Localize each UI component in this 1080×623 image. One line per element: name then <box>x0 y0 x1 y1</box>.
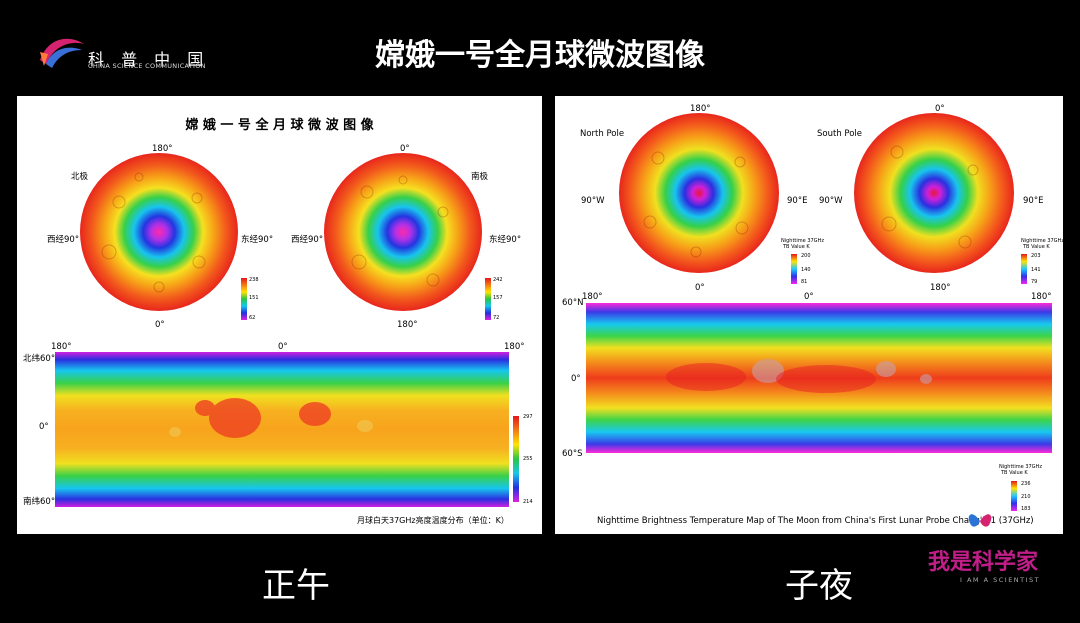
nighttime-north-legend-title-2: TB Value K <box>783 244 810 250</box>
daytime-caption: 正午 <box>262 566 330 606</box>
nighttime-south-pole-map <box>854 113 1014 273</box>
nighttime-south-legend-max: 203 <box>1031 253 1041 259</box>
daytime-south-legend-max: 242 <box>493 277 503 283</box>
page-title: 嫦娥一号全月球微波图像 <box>375 38 705 73</box>
daytime-north-legend-mid: 151 <box>249 295 259 301</box>
daytime-map-top-center-label: 0° <box>278 342 288 352</box>
nighttime-north-pole-map <box>619 113 779 273</box>
nighttime-map-legend-title-1: Nighttime 37GHz <box>999 464 1042 470</box>
nighttime-map-top-center-label: 0° <box>804 292 814 302</box>
nighttime-south-pole-label: South Pole <box>817 129 863 139</box>
nighttime-south-legend-title-2: TB Value K <box>1023 244 1050 250</box>
butterfly-logo-icon <box>968 514 992 527</box>
nighttime-north-right-label: 90°E <box>787 196 808 206</box>
daytime-map-top-right-label: 180° <box>504 342 525 352</box>
daytime-map-top-left-label: 180° <box>51 342 72 352</box>
nighttime-map-top-left-label: 180° <box>582 292 603 302</box>
nighttime-map-lat-top-label: 60°N <box>562 298 584 308</box>
nighttime-south-top-label: 0° <box>935 104 945 114</box>
daytime-south-pole-label: 南极 <box>471 172 489 182</box>
daytime-north-pole-label: 北极 <box>71 172 89 182</box>
daytime-map-legend-max: 297 <box>523 414 533 420</box>
daytime-south-legend-min: 72 <box>493 315 500 321</box>
nighttime-cylindrical-map <box>586 303 1052 453</box>
nighttime-south-legend-title-1: Nighttime 37GHz <box>1021 238 1064 244</box>
nighttime-map-legend-min: 183 <box>1021 506 1031 512</box>
nighttime-map-lat-mid-label: 0° <box>571 374 581 384</box>
nighttime-south-legend-min: 79 <box>1031 279 1038 285</box>
logo-text: 科 普 中 国 <box>88 50 210 69</box>
daytime-north-legend-max: 238 <box>249 277 259 283</box>
daytime-north-top-label: 180° <box>152 144 173 154</box>
nighttime-north-top-label: 180° <box>690 104 711 114</box>
daytime-footnote: 月球白天37GHz亮度温度分布（单位：K） <box>357 516 509 525</box>
daytime-south-left-label: 西经90° <box>291 235 324 245</box>
logo-icon <box>40 38 84 68</box>
daytime-north-legend-bar <box>241 278 247 320</box>
daytime-south-legend-mid: 157 <box>493 295 503 301</box>
nighttime-north-legend-mid: 140 <box>801 267 811 273</box>
daytime-cylindrical-map <box>55 352 509 507</box>
nighttime-map-legend-max: 236 <box>1021 481 1031 487</box>
daytime-north-right-label: 东经90° <box>241 235 274 245</box>
nighttime-south-legend-mid: 141 <box>1031 267 1041 273</box>
nighttime-north-legend-title-1: Nighttime 37GHz <box>781 238 824 244</box>
daytime-north-bottom-label: 0° <box>155 320 165 330</box>
nighttime-south-left-label: 90°W <box>819 196 843 206</box>
nighttime-map-legend-title-2: TB Value K <box>1001 470 1028 476</box>
daytime-map-lat-mid-label: 0° <box>39 422 49 432</box>
daytime-map-lat-top-label: 北纬60° <box>23 354 56 364</box>
nighttime-north-legend-max: 200 <box>801 253 811 259</box>
daytime-north-legend-min: 62 <box>249 315 256 321</box>
daytime-south-top-label: 0° <box>400 144 410 154</box>
daytime-south-legend-bar <box>485 278 491 320</box>
daytime-panel: 嫦 娥 一 号 全 月 球 微 波 图 像 180° 0° 西经90° 东经90… <box>17 96 542 534</box>
nighttime-north-legend-min: 81 <box>801 279 808 285</box>
daytime-map-legend-mid: 255 <box>523 456 533 462</box>
nighttime-map-legend-mid: 210 <box>1021 494 1031 500</box>
daytime-south-pole-map <box>324 153 482 311</box>
daytime-map-legend-bar <box>513 416 519 502</box>
daytime-panel-title: 嫦 娥 一 号 全 月 球 微 波 图 像 <box>185 118 374 133</box>
daytime-map-legend-min: 214 <box>523 499 533 505</box>
nighttime-north-legend-bar <box>791 254 797 284</box>
nighttime-north-pole-label: North Pole <box>580 129 625 139</box>
nighttime-panel: 180° 0° 90°W 90°E North Pole Nighttime 3… <box>555 96 1064 534</box>
nighttime-north-left-label: 90°W <box>581 196 605 206</box>
logo-subtitle: CHINA SCIENCE COMMUNICATION <box>88 62 206 70</box>
nighttime-caption: 子夜 <box>785 566 853 606</box>
nighttime-north-bottom-label: 0° <box>695 283 705 293</box>
nighttime-map-legend-bar <box>1011 481 1017 511</box>
nighttime-south-legend-bar <box>1021 254 1027 284</box>
daytime-map-lat-bottom-label: 南纬60° <box>23 497 56 507</box>
daytime-south-bottom-label: 180° <box>397 320 418 330</box>
daytime-north-pole-map <box>80 153 238 311</box>
nighttime-map-lat-bottom-label: 60°S <box>562 449 583 459</box>
nighttime-south-right-label: 90°E <box>1023 196 1044 206</box>
brand-subtitle: I AM A SCIENTIST <box>960 576 1041 584</box>
nighttime-south-bottom-label: 180° <box>930 283 951 293</box>
nighttime-footnote: Nighttime Brightness Temperature Map of … <box>597 516 1034 526</box>
brand-name: 我是科学家 <box>928 549 1039 575</box>
daytime-north-left-label: 西经90° <box>47 235 80 245</box>
daytime-south-right-label: 东经90° <box>489 235 522 245</box>
nighttime-map-top-right-label: 180° <box>1031 292 1052 302</box>
